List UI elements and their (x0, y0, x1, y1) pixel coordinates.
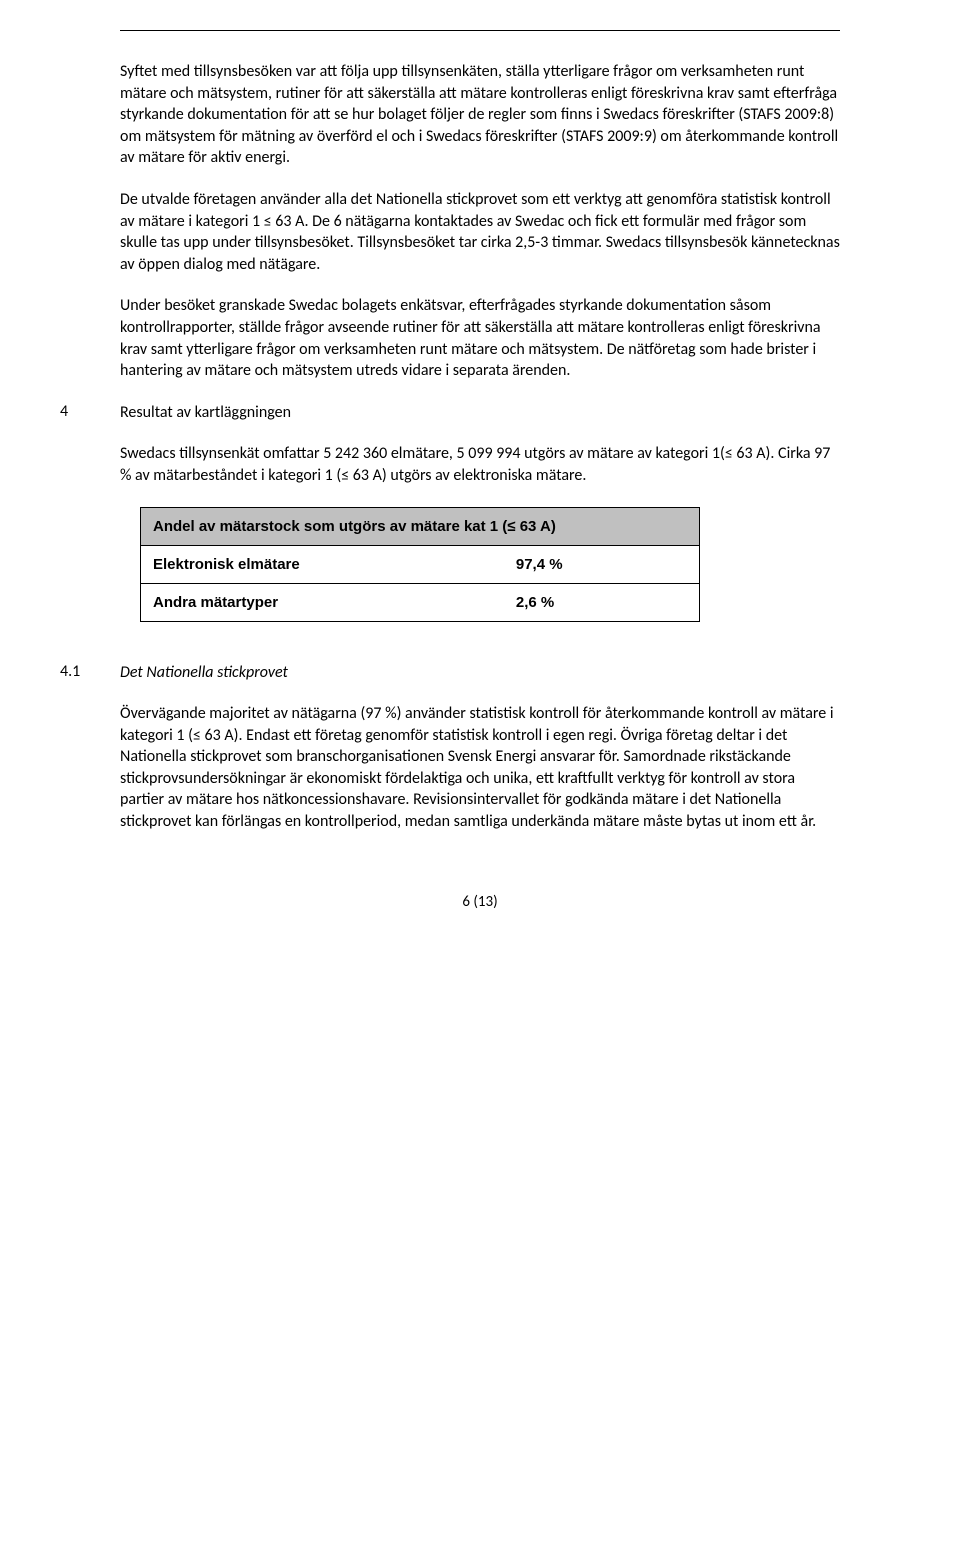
section-4-heading: 4 Resultat av kartläggningen (120, 402, 840, 424)
section-4-1-title: Det Nationella stickprovet (120, 662, 288, 684)
section-4-1-heading: 4.1 Det Nationella stickprovet (120, 662, 840, 684)
table-cell-value: 97,4 % (504, 545, 700, 583)
top-rule (120, 30, 840, 31)
page-footer: 6 (13) (120, 893, 840, 911)
section-4-1-number: 4.1 (60, 662, 120, 684)
section-4-number: 4 (60, 402, 120, 424)
stats-table: Andel av mätarstock som utgörs av mätare… (140, 507, 700, 622)
table-cell-value: 2,6 % (504, 583, 700, 621)
table-cell-label: Elektronisk elmätare (141, 545, 504, 583)
paragraph-1: Syftet med tillsynsbesöken var att följa… (120, 61, 840, 169)
stats-table-wrap: Andel av mätarstock som utgörs av mätare… (140, 507, 700, 622)
paragraph-4: Swedacs tillsynsenkät omfattar 5 242 360… (120, 443, 840, 486)
paragraph-2: De utvalde företagen använder alla det N… (120, 189, 840, 275)
paragraph-3: Under besöket granskade Swedac bolagets … (120, 295, 840, 381)
table-row: Elektronisk elmätare 97,4 % (141, 545, 700, 583)
table-header-cell: Andel av mätarstock som utgörs av mätare… (141, 507, 700, 545)
paragraph-5: Övervägande majoritet av nätägarna (97 %… (120, 703, 840, 833)
section-4-title: Resultat av kartläggningen (120, 402, 291, 424)
page-number: 6 (13) (462, 893, 497, 911)
table-cell-label: Andra mätartyper (141, 583, 504, 621)
table-row: Andra mätartyper 2,6 % (141, 583, 700, 621)
table-header-row: Andel av mätarstock som utgörs av mätare… (141, 507, 700, 545)
